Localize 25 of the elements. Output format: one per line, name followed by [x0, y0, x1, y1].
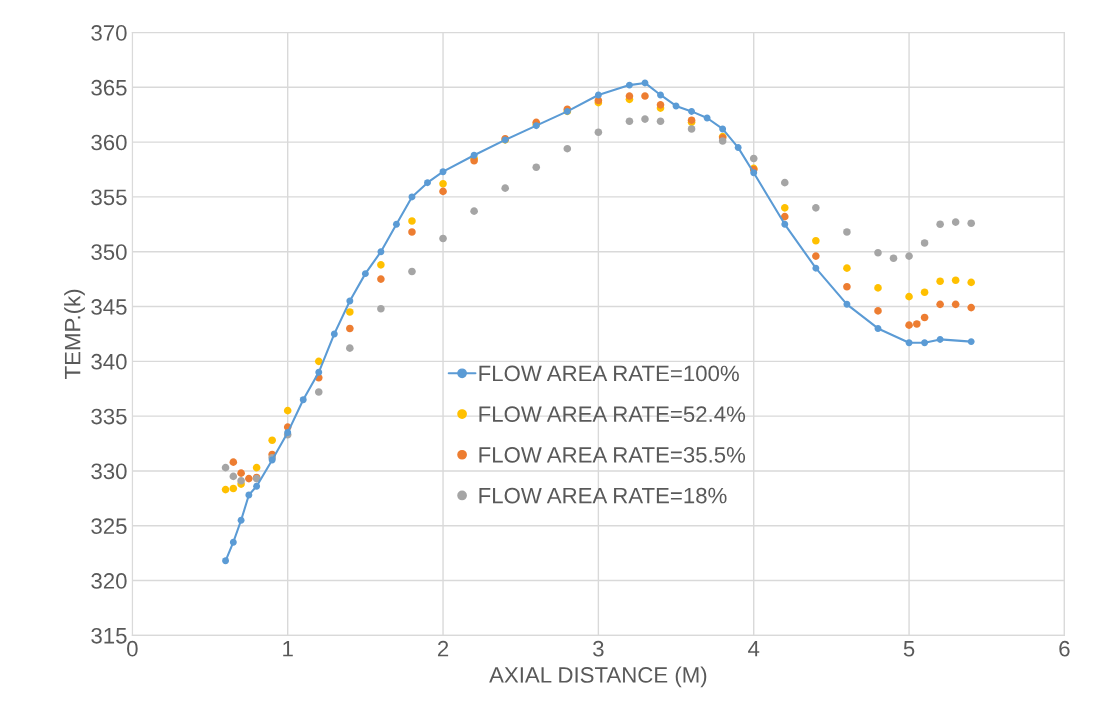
y-tick-label: 355 [91, 189, 127, 206]
y-tick-label: 365 [91, 79, 127, 96]
y-tick-label: 350 [91, 244, 127, 260]
x-tick-label: 3 [593, 640, 604, 657]
y-tick-label: 320 [91, 573, 127, 589]
x-tick-label: 6 [1059, 640, 1070, 657]
y-axis-title: TEMP.(k) [64, 289, 85, 379]
legend-label: FLOW AREA RATE=100% [479, 365, 739, 382]
y-tick-label: 370 [91, 25, 127, 41]
y-tick-label: 335 [91, 408, 127, 425]
legend-label: FLOW AREA RATE=52.4% [479, 406, 746, 423]
x-tick-label: 2 [437, 640, 449, 657]
x-tick-label: 1 [283, 641, 293, 657]
y-tick-label: 315 [91, 627, 127, 644]
legend-label: FLOW AREA RATE=18% [479, 487, 727, 504]
x-tick-label: 0 [127, 640, 138, 657]
y-tick-label: 360 [91, 134, 127, 151]
y-tick-label: 325 [91, 518, 127, 535]
y-tick-label: 340 [91, 353, 127, 370]
x-tick-label: 5 [903, 641, 915, 657]
y-tick-label: 330 [91, 463, 127, 480]
x-axis-title: AXIAL DISTANCE (M) [489, 666, 707, 688]
y-tick-label: 345 [91, 299, 127, 315]
legend-label: FLOW AREA RATE=35.5% [479, 447, 746, 463]
x-tick-label: 4 [748, 641, 760, 657]
